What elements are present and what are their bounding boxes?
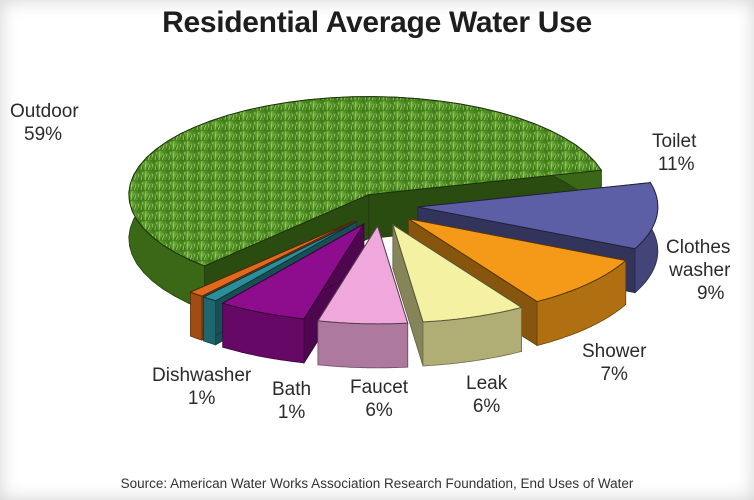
pie-slice-top (317, 224, 409, 325)
label-clothes-washer-value: 9% (696, 283, 725, 304)
label-outdoor: Outdoor 59% (10, 100, 79, 146)
label-toilet-value: 11% (657, 154, 695, 175)
label-faucet: Faucet 6% (350, 376, 408, 422)
label-shower-name: Shower (582, 341, 647, 362)
pie-slice-top (408, 218, 627, 303)
label-dishwasher-name: Dishwasher (152, 365, 252, 386)
label-toilet-name: Toilet (652, 131, 697, 152)
pie-slice-top (417, 182, 659, 250)
label-faucet-value: 6% (365, 400, 393, 421)
pie-slice-top (391, 223, 523, 323)
pie-slice-shower (391, 223, 523, 367)
pie-slice-side (317, 320, 409, 369)
label-leak-name: Leak (466, 373, 508, 394)
label-bath-name: Bath (272, 379, 312, 400)
pie-slice-top (221, 223, 365, 320)
pie-slice-leak (317, 224, 409, 369)
label-leak: Leak 6% (466, 372, 507, 418)
label-leak-value: 6% (472, 396, 501, 417)
pie-slice-top (189, 220, 356, 297)
label-shower: Shower 7% (582, 340, 646, 386)
label-outdoor-name: Outdoor (10, 101, 79, 122)
label-bath: Bath 1% (272, 378, 311, 424)
pie-slice-top (202, 221, 357, 302)
label-dishwasher-value: 1% (187, 388, 216, 409)
label-dishwasher: Dishwasher 1% (152, 364, 251, 410)
pie-slice-side (203, 296, 216, 346)
source-note: Source: American Water Works Association… (120, 476, 634, 491)
label-toilet: Toilet 11% (652, 130, 696, 176)
chart-title: Residential Average Water Use (162, 6, 592, 39)
label-shower-value: 7% (600, 364, 628, 385)
label-clothes-washer-name-2: washer (669, 260, 731, 281)
label-clothes-washer-name-1: Clothes (666, 237, 731, 258)
label-faucet-name: Faucet (350, 377, 409, 398)
pie-slice-side (190, 291, 203, 341)
label-outdoor-value: 59% (24, 124, 63, 145)
label-bath-value: 1% (277, 402, 306, 423)
pie-slice-top (128, 96, 603, 267)
label-clothes-washer: Clothes washer 9% (666, 236, 730, 305)
